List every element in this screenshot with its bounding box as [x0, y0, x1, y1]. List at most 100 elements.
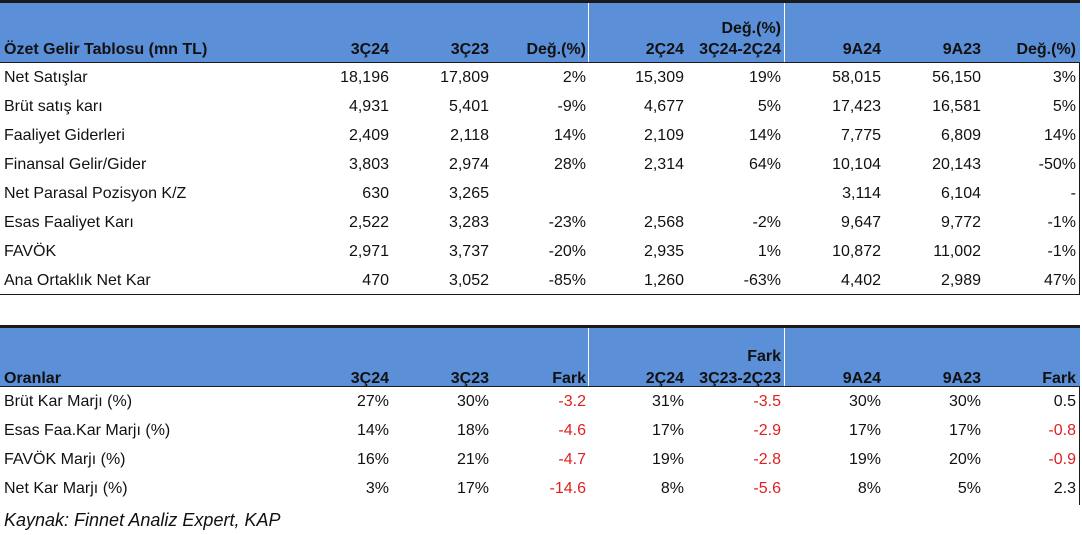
row-label: Net Satışlar — [4, 69, 88, 86]
cell-c1: 2,971 — [348, 243, 389, 260]
col-header-3q23: 3Ç23 — [450, 41, 489, 58]
cell-c2: 21% — [456, 451, 489, 468]
cell-c5: 19% — [748, 69, 781, 86]
cell-c2: 18% — [456, 422, 489, 439]
income-table-row: Esas Faaliyet Karı 2,522 3,283 -23% 2,568 -2%… — [0, 208, 1080, 237]
cell-c4: 31% — [651, 393, 684, 410]
cell-c2: 3,737 — [448, 243, 489, 260]
cell-c7: 6,104 — [940, 185, 981, 202]
cell-c1: 470 — [362, 272, 389, 289]
ratio-col-header-diff-9m: Fark — [1042, 370, 1076, 387]
col-header-9m24: 9A24 — [842, 41, 881, 58]
cell-c7: 6,809 — [940, 127, 981, 144]
cell-c3: -4.6 — [558, 422, 586, 439]
col-header-change-yoy: Değ.(%) — [526, 41, 586, 58]
cell-c8: 0.5 — [1053, 393, 1076, 410]
cell-c1: 2,409 — [348, 127, 389, 144]
cell-c6: 8% — [857, 480, 881, 497]
cell-c5: -2% — [752, 214, 781, 231]
cell-c7: 17% — [948, 422, 981, 439]
income-table-row: Ana Ortaklık Net Kar 470 3,052 -85% 1,260 -63… — [0, 266, 1080, 295]
cell-c8: -1% — [1047, 243, 1076, 260]
cell-c4: 15,309 — [635, 69, 684, 86]
cell-c7: 2,989 — [940, 272, 981, 289]
income-table-body: Net Satışlar 18,196 17,809 2% 15,309 19% 58,01… — [0, 63, 1080, 295]
cell-c2: 3,283 — [448, 214, 489, 231]
cell-c4: 2,568 — [643, 214, 684, 231]
cell-c3: -3.2 — [558, 393, 586, 410]
cell-c7: 11,002 — [933, 243, 981, 260]
income-table-row: Faaliyet Giderleri 2,409 2,118 14% 2,109 14% 7… — [0, 121, 1080, 150]
cell-c4: 2,109 — [643, 127, 684, 144]
ratio-col-header-diff-yoy: Fark — [552, 370, 586, 387]
income-statement-table: Özet Gelir Tablosu (mn TL) 3Ç24 3Ç23 Değ… — [0, 0, 1080, 295]
cell-c3: -20% — [548, 243, 586, 260]
row-label: Brüt Kar Marjı (%) — [4, 393, 133, 410]
ratio-col-header-9m24: 9A24 — [842, 370, 881, 387]
cell-c2: 17% — [456, 480, 489, 497]
ratio-col-header-diff-qoq-bottom: 3Ç23-2Ç23 — [699, 370, 781, 387]
ratios-table-body: Brüt Kar Marjı (%) 27% 30% -3.2 31% -3.5 30% 30… — [0, 387, 1080, 503]
cell-c7: 9,772 — [940, 214, 981, 231]
income-table-header: Özet Gelir Tablosu (mn TL) 3Ç24 3Ç23 Değ… — [0, 0, 1080, 63]
income-table-right-border — [1079, 63, 1080, 294]
row-label: FAVÖK — [4, 243, 57, 260]
cell-c6: 4,402 — [840, 272, 881, 289]
cell-c1: 27% — [356, 393, 389, 410]
ratio-col-header-2q24: 2Ç24 — [645, 370, 684, 387]
cell-c5: 1% — [757, 243, 781, 260]
ratio-col-header-9m23: 9A23 — [942, 370, 981, 387]
cell-c5: 64% — [748, 156, 781, 173]
ratios-table-row: Net Kar Marjı (%) 3% 17% -14.6 8% -5.6 8% 5% 2.3 — [0, 474, 1080, 503]
cell-c8: 47% — [1043, 272, 1076, 289]
cell-c1: 3% — [365, 480, 389, 497]
cell-c6: 17,423 — [832, 98, 881, 115]
cell-c8: -0.8 — [1048, 422, 1076, 439]
cell-c8: -0.9 — [1048, 451, 1076, 468]
cell-c1: 3,803 — [348, 156, 389, 173]
cell-c3: -14.6 — [549, 480, 586, 497]
income-table-row: FAVÖK 2,971 3,737 -20% 2,935 1% 10,872 11,002 -1… — [0, 237, 1080, 266]
row-label: Esas Faaliyet Karı — [4, 214, 134, 231]
cell-c2: 2,118 — [450, 127, 489, 144]
cell-c8: 2.3 — [1053, 480, 1076, 497]
row-label: Esas Faa.Kar Marjı (%) — [4, 422, 171, 439]
row-label: Net Parasal Pozisyon K/Z — [4, 185, 187, 202]
ratios-table-header: Oranlar 3Ç24 3Ç23 Fark 2Ç24 Fark 3Ç23-2Ç… — [0, 325, 1080, 387]
cell-c4: 1,260 — [643, 272, 684, 289]
cell-c8: 3% — [1052, 69, 1076, 86]
cell-c8: - — [1070, 185, 1076, 202]
source-note: Kaynak: Finnet Analiz Expert, KAP — [4, 510, 281, 530]
row-label: Net Kar Marjı (%) — [4, 480, 128, 497]
cell-c3: -9% — [557, 98, 586, 115]
ratios-table-row: Esas Faa.Kar Marjı (%) 14% 18% -4.6 17% -2.9 1… — [0, 416, 1080, 445]
cell-c5: -63% — [743, 272, 781, 289]
cell-c1: 4,931 — [348, 98, 389, 115]
cell-c6: 17% — [848, 422, 881, 439]
income-table-bottom-border — [0, 294, 1080, 295]
cell-c5: -5.6 — [753, 480, 781, 497]
row-label: Ana Ortaklık Net Kar — [4, 272, 151, 289]
row-label: Finansal Gelir/Gider — [4, 156, 147, 173]
cell-c7: 20,143 — [932, 156, 981, 173]
income-table-row: Brüt satış karı 4,931 5,401 -9% 4,677 5% 17,42… — [0, 92, 1080, 121]
col-header-9m23: 9A23 — [942, 41, 981, 58]
cell-c2: 2,974 — [448, 156, 489, 173]
cell-c6: 58,015 — [832, 69, 881, 86]
cell-c4: 8% — [660, 480, 684, 497]
col-header-2q24: 2Ç24 — [645, 41, 684, 58]
cell-c1: 630 — [362, 185, 389, 202]
cell-c8: 14% — [1043, 127, 1076, 144]
cell-c6: 3,114 — [842, 185, 881, 202]
cell-c3: -85% — [548, 272, 586, 289]
cell-c3: 14% — [553, 127, 586, 144]
cell-c2: 3,052 — [448, 272, 489, 289]
cell-c2: 30% — [456, 393, 489, 410]
cell-c2: 3,265 — [448, 185, 489, 202]
income-table-row: Finansal Gelir/Gider 3,803 2,974 28% 2,314 64… — [0, 150, 1080, 179]
cell-c3: -23% — [548, 214, 586, 231]
cell-c7: 16,581 — [932, 98, 981, 115]
cell-c5: -2.9 — [753, 422, 781, 439]
cell-c1: 2,522 — [348, 214, 389, 231]
cell-c6: 19% — [848, 451, 881, 468]
